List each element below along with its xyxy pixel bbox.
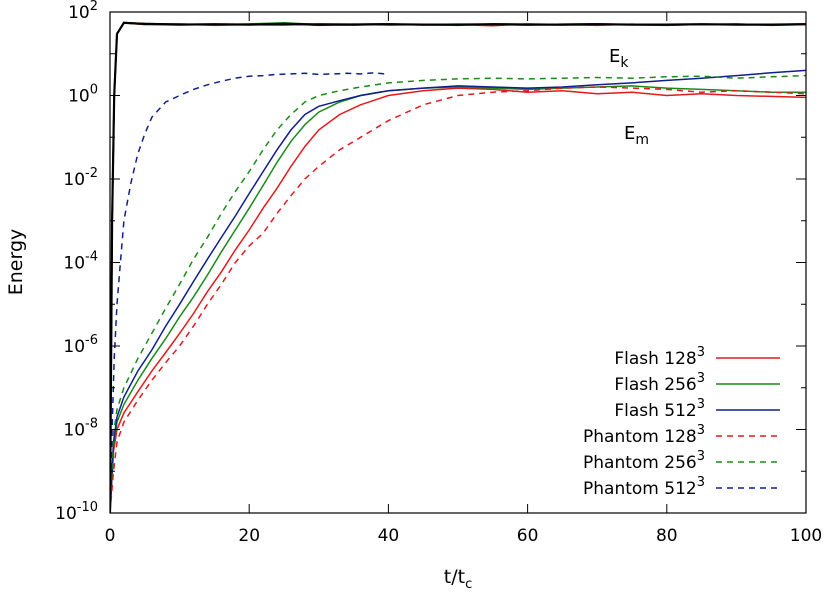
- y-tick-label-exponent: 0: [90, 83, 98, 98]
- legend-label-exponent: 3: [697, 397, 705, 412]
- x-tick-label: 80: [656, 526, 678, 546]
- annotation-magnetic-energy: Em: [624, 123, 649, 148]
- data-curves: [110, 21, 806, 513]
- legend-label: Phantom 5123: [583, 475, 705, 499]
- y-tick-label: 10-4: [63, 250, 98, 274]
- y-tick-label-exponent: -10: [77, 500, 98, 515]
- series-line: [110, 69, 806, 513]
- y-tick-label: 100: [68, 83, 98, 107]
- legend-label-name: Phantom 512: [583, 479, 697, 499]
- kinetic-energy-line: [110, 21, 806, 513]
- y-tick-label-exponent: 2: [90, 0, 98, 14]
- y-tick-label-exponent: -4: [85, 250, 98, 265]
- legend-label: Flash 2563: [614, 371, 705, 395]
- legend-label-exponent: 3: [697, 345, 705, 360]
- series-line: [110, 74, 806, 513]
- y-axis-title: Energy: [5, 229, 27, 296]
- y-tick-label-base: 10: [63, 254, 85, 274]
- y-tick-label: 102: [68, 0, 98, 23]
- legend-label: Flash 5123: [614, 397, 705, 421]
- y-tick-label: 10-8: [63, 417, 98, 441]
- y-tick-label-base: 10: [63, 170, 85, 190]
- kinetic-energy-line: [110, 21, 806, 513]
- annotation-magnetic-energy-subscript: m: [635, 132, 649, 148]
- legend-label-name: Phantom 128: [583, 427, 697, 447]
- x-axis-ticks: 0 20 40 60 80 100: [105, 12, 822, 546]
- series-line: [110, 86, 806, 513]
- x-axis-title-subscript: c: [465, 577, 472, 592]
- legend-label: Phantom 2563: [583, 449, 705, 473]
- y-tick-label-exponent: -2: [85, 166, 98, 181]
- x-tick-label: 0: [105, 526, 116, 546]
- y-tick-label-base: 10: [63, 421, 85, 441]
- legend-label: Phantom 1283: [583, 423, 705, 447]
- legend-label-exponent: 3: [697, 475, 705, 490]
- y-tick-label-exponent: -8: [85, 417, 98, 432]
- series-line: [110, 87, 806, 513]
- legend-label-name: Flash 128: [614, 349, 696, 369]
- kinetic-energy-line: [110, 21, 806, 513]
- legend-label-name: Phantom 256: [583, 453, 697, 473]
- y-tick-label: 10-6: [63, 333, 98, 357]
- x-tick-label: 40: [378, 526, 400, 546]
- legend-label-exponent: 3: [697, 449, 705, 464]
- legend-label-name: Flash 512: [614, 401, 696, 421]
- annotation-kinetic-energy: Ek: [609, 46, 629, 71]
- y-tick-label-base: 10: [68, 3, 90, 23]
- legend-label-exponent: 3: [697, 423, 705, 438]
- legend-label-name: Flash 256: [614, 375, 696, 395]
- series-line: [110, 85, 806, 513]
- x-axis-title: t/tc: [444, 566, 472, 592]
- legend-label: Flash 1283: [614, 345, 705, 369]
- x-tick-label: 20: [238, 526, 260, 546]
- y-tick-label: 10-10: [55, 500, 98, 524]
- y-tick-label-exponent: -6: [85, 333, 98, 348]
- annotation-kinetic-energy-subscript: k: [620, 55, 629, 71]
- x-tick-label: 100: [790, 526, 822, 546]
- legend-label-exponent: 3: [697, 371, 705, 386]
- y-tick-label-base: 10: [68, 87, 90, 107]
- y-tick-label-base: 10: [63, 337, 85, 357]
- y-tick-label: 10-2: [63, 166, 98, 190]
- series-line: [110, 72, 389, 513]
- y-tick-label-base: 10: [55, 504, 77, 524]
- x-tick-label: 60: [517, 526, 539, 546]
- kinetic-energy-line: [110, 21, 806, 513]
